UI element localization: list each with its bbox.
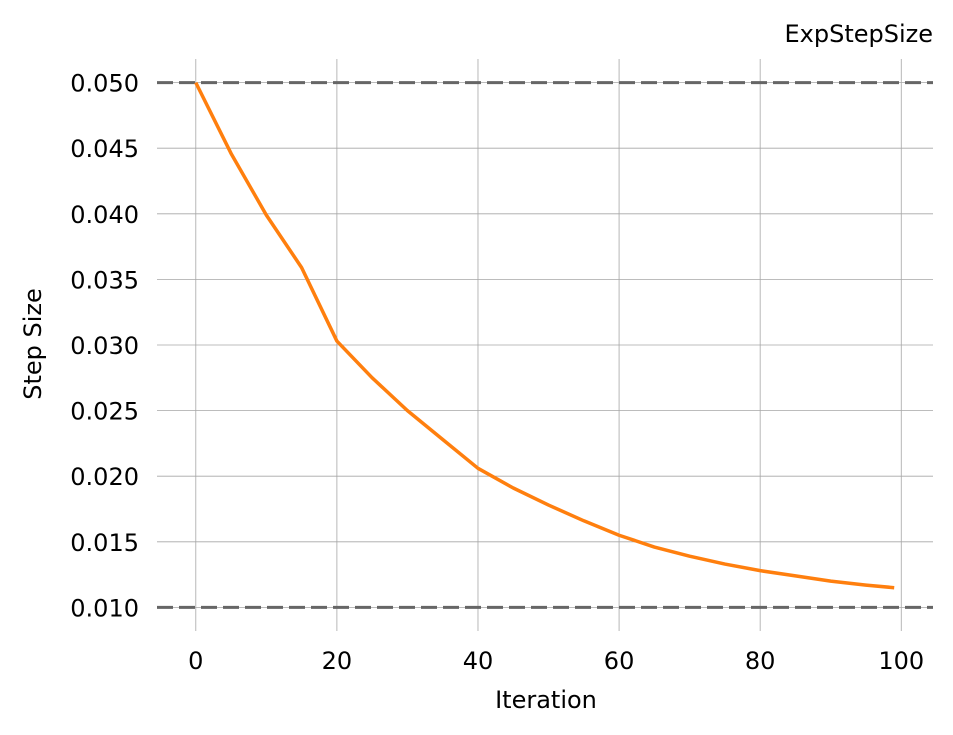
x-tick-label: 40: [463, 647, 494, 675]
y-tick-label: 0.020: [70, 463, 139, 491]
chart-title: ExpStepSize: [784, 20, 933, 48]
x-tick-label: 60: [604, 647, 635, 675]
y-tick-label: 0.030: [70, 332, 139, 360]
y-tick-label: 0.015: [70, 529, 139, 557]
series-line: [194, 81, 895, 590]
grid: [157, 59, 933, 631]
y-tick-label: 0.050: [70, 70, 139, 98]
x-tick-label: 0: [188, 647, 203, 675]
x-tick-label: 100: [878, 647, 924, 675]
y-axis-ticks: 0.010 0.015 0.020 0.025 0.030 0.035 0.040 0.045…: [70, 70, 139, 623]
y-tick-label: 0.040: [70, 201, 139, 229]
x-axis-label: Iteration: [495, 686, 597, 714]
y-tick-label: 0.010: [70, 594, 139, 622]
y-tick-label: 0.025: [70, 398, 139, 426]
x-axis-ticks: 0 20 40 60 80 100: [188, 647, 924, 675]
y-tick-label: 0.045: [70, 135, 139, 163]
series-layer: [194, 81, 895, 590]
y-axis-label: Step Size: [19, 288, 47, 400]
x-tick-label: 80: [745, 647, 776, 675]
x-tick-label: 20: [322, 647, 353, 675]
reference-lines: [157, 81, 933, 609]
y-tick-label: 0.035: [70, 266, 139, 294]
